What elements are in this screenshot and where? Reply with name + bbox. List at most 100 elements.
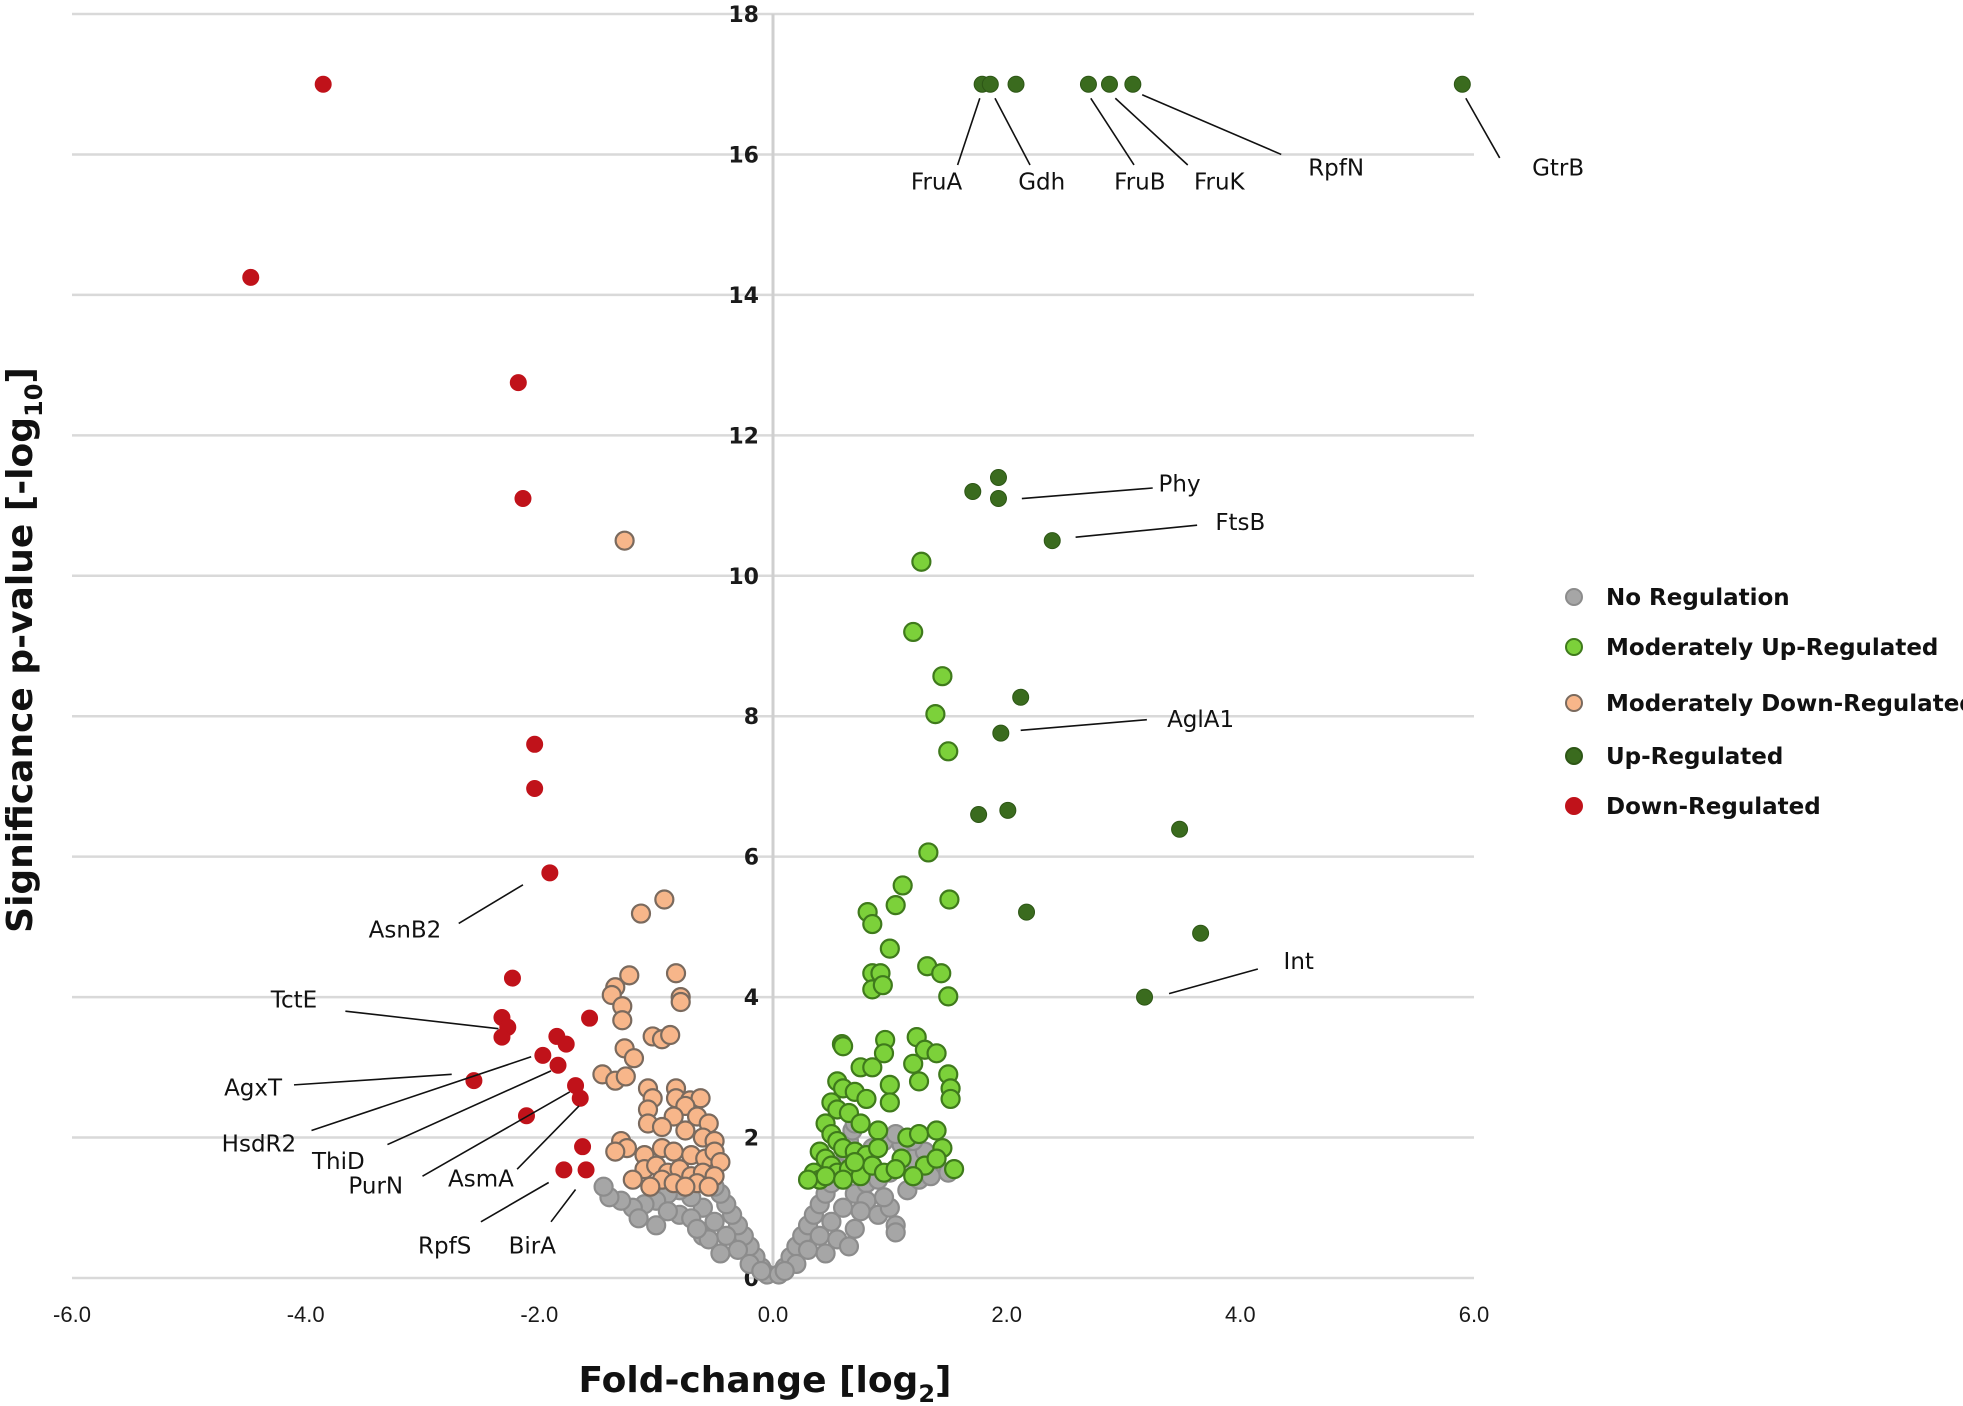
data-point-mod-up — [832, 1036, 854, 1057]
leader-line — [994, 97, 1031, 166]
annotation-agla1: AglA1 — [1020, 707, 1234, 733]
data-point-none — [844, 1218, 865, 1239]
legend-marker — [1565, 797, 1583, 815]
gene-label: Gdh — [1018, 170, 1065, 196]
x-axis-title-close: ] — [935, 1360, 951, 1401]
data-point-mod-down — [622, 1169, 643, 1190]
annotation-frub: FruB — [1090, 97, 1166, 196]
data-point-up — [981, 75, 999, 93]
leader-line — [516, 1105, 580, 1170]
data-point-mod-up — [926, 1148, 947, 1169]
data-point-mod-up — [908, 1123, 930, 1145]
annotation-ftsb: FtsB — [1075, 510, 1265, 538]
x-axis-title-main: Fold-change [log — [579, 1360, 919, 1401]
x-tick-label: -4.0 — [287, 1302, 325, 1327]
data-point-up — [970, 806, 988, 824]
data-point-up — [1192, 924, 1210, 942]
annotation-purn: PurN — [348, 1091, 571, 1200]
leader-line — [1075, 524, 1198, 538]
data-point-none — [885, 1222, 906, 1243]
x-tick-label: 2.0 — [991, 1302, 1022, 1327]
data-point-mod-up — [797, 1169, 819, 1190]
data-point-mod-up — [872, 975, 893, 996]
leader-line — [387, 1070, 552, 1146]
data-point-up — [999, 801, 1017, 819]
gene-label: RpfS — [418, 1233, 471, 1259]
data-point-up — [1136, 988, 1154, 1006]
data-point-mod-up — [862, 913, 883, 935]
x-tick-label: 6.0 — [1459, 1302, 1490, 1327]
legend-item-mod-down: Moderately Down-Regulated — [1565, 691, 1963, 717]
gene-label: Int — [1284, 949, 1314, 975]
data-point-down — [493, 1028, 511, 1046]
data-points — [242, 75, 1471, 1285]
data-point-none — [657, 1201, 678, 1222]
y-tick-label: 6 — [744, 846, 759, 871]
y-tick-label: 2 — [744, 1127, 759, 1152]
annotation-bira: BirA — [509, 1189, 577, 1259]
legend-marker — [1565, 694, 1583, 712]
series-none — [593, 1113, 959, 1285]
annotation-thid: ThiD — [311, 1070, 552, 1175]
data-point-mod-up — [926, 1043, 947, 1064]
data-point-mod-down — [640, 1176, 661, 1197]
y-tick-label: 12 — [728, 424, 759, 449]
data-point-none — [593, 1176, 614, 1197]
leader-line — [1141, 94, 1282, 156]
data-point-down — [314, 75, 332, 93]
data-point-mod-up — [938, 741, 959, 762]
data-point-up — [992, 724, 1010, 742]
leader-line — [345, 1010, 499, 1030]
legend-label: No Regulation — [1606, 585, 1790, 611]
data-point-down — [549, 1056, 567, 1074]
data-point-mod-up — [943, 1159, 965, 1180]
annotation-agxt: AgxT — [224, 1073, 452, 1101]
leader-line — [458, 884, 524, 925]
data-point-down — [509, 374, 527, 392]
leader-line — [311, 1056, 532, 1132]
data-point-mod-up — [885, 1159, 906, 1180]
y-axis-title: Significance p-value [-log10] — [0, 367, 48, 933]
gene-label: ThiD — [311, 1149, 365, 1175]
leader-line — [550, 1189, 577, 1223]
data-point-none — [686, 1218, 708, 1239]
data-point-none — [774, 1260, 795, 1282]
data-point-down — [503, 969, 521, 987]
data-point-mod-up — [926, 1120, 947, 1141]
data-point-mod-down — [630, 903, 652, 924]
gene-label: RpfN — [1308, 156, 1364, 182]
leader-line — [480, 1181, 550, 1223]
data-point-up — [1453, 75, 1471, 93]
annotation-rpfn: RpfN — [1141, 94, 1364, 182]
data-point-mod-down — [654, 889, 675, 910]
gene-label: TctE — [270, 988, 317, 1014]
data-point-mod-up — [911, 551, 932, 572]
legend-marker — [1565, 747, 1583, 765]
data-point-mod-up — [879, 938, 900, 959]
data-point-up — [1100, 75, 1118, 93]
y-tick-label: 4 — [744, 986, 759, 1011]
data-point-mod-up — [856, 1088, 877, 1110]
data-point-down — [557, 1035, 575, 1053]
data-point-mod-down — [675, 1176, 696, 1197]
data-point-down — [574, 1138, 592, 1156]
data-point-down — [534, 1046, 552, 1064]
data-point-mod-down — [670, 991, 691, 1013]
gene-label: FruB — [1114, 170, 1165, 196]
data-point-mod-up — [903, 1166, 924, 1187]
leader-line — [422, 1091, 571, 1177]
x-tick-label: -6.0 — [53, 1302, 91, 1327]
x-tick-label: 4.0 — [1225, 1302, 1256, 1327]
data-point-none — [821, 1211, 842, 1232]
y-tick-label: 8 — [744, 705, 759, 730]
data-point-down — [465, 1072, 483, 1090]
data-point-none — [751, 1260, 772, 1282]
leader-line — [1021, 487, 1153, 500]
legend-marker — [1565, 588, 1583, 606]
data-point-mod-up — [868, 1137, 889, 1159]
leader-line — [1090, 97, 1135, 166]
data-point-mod-down — [660, 1024, 681, 1046]
leader-line — [293, 1073, 452, 1086]
annotation-tcte: TctE — [270, 988, 499, 1030]
